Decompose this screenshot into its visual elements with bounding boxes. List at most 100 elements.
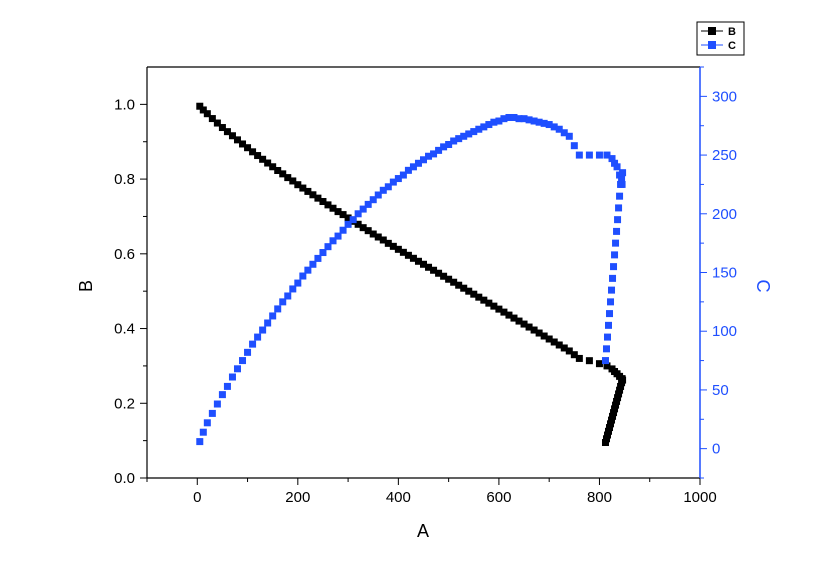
point-c <box>314 254 322 262</box>
point-c <box>614 216 622 224</box>
point-c <box>324 243 332 251</box>
left-y-tick-label: 0.8 <box>114 171 135 188</box>
point-b <box>603 431 611 439</box>
point-b <box>409 254 417 262</box>
point-c <box>223 382 231 390</box>
point-c <box>213 400 221 408</box>
x-tick-label: 800 <box>587 489 612 506</box>
point-b <box>309 191 317 199</box>
point-b <box>208 115 216 123</box>
point-b <box>430 266 438 274</box>
plot-frame <box>146 66 701 479</box>
point-c <box>389 178 397 186</box>
point-b <box>374 233 382 241</box>
point-c <box>228 373 236 381</box>
point-c <box>495 117 503 125</box>
point-b <box>613 397 621 405</box>
point-c <box>289 285 297 293</box>
point-c <box>606 310 614 318</box>
point-b <box>455 281 463 289</box>
point-b <box>274 166 282 174</box>
series-c <box>196 113 627 446</box>
point-b <box>294 181 302 189</box>
point-b <box>609 412 617 420</box>
point-c <box>601 357 609 365</box>
point-c <box>304 266 312 274</box>
point-b <box>379 236 387 244</box>
point-c <box>279 298 287 306</box>
series-layer <box>196 102 627 447</box>
point-c <box>470 128 478 136</box>
x-axis-ticks: 0 200 400 600 800 1000 <box>146 478 717 506</box>
point-c <box>354 210 362 218</box>
point-c <box>274 305 282 313</box>
point-b <box>490 302 498 310</box>
point-b <box>344 214 352 222</box>
point-c <box>560 129 568 137</box>
point-b <box>615 390 623 398</box>
point-b <box>249 148 257 156</box>
legend-c-marker <box>708 41 716 49</box>
point-c <box>602 345 610 353</box>
point-b <box>525 323 533 331</box>
legend: B C <box>696 21 745 56</box>
point-b <box>389 242 397 250</box>
left-y-tick-label: 0.6 <box>114 246 135 263</box>
point-b <box>540 332 548 340</box>
left-y-tick-label: 1.0 <box>114 96 135 113</box>
point-c <box>334 232 342 240</box>
point-c <box>233 365 241 373</box>
point-b <box>520 320 528 328</box>
point-c <box>613 227 621 235</box>
point-c <box>249 340 257 348</box>
left-y-axis-ticks: 0.0 0.2 0.4 0.6 0.8 1.0 <box>114 96 147 487</box>
point-b <box>605 427 613 435</box>
point-c <box>617 180 625 188</box>
point-b <box>440 272 448 280</box>
point-c <box>244 348 252 356</box>
point-b <box>239 140 247 148</box>
point-b <box>608 416 616 424</box>
point-c <box>309 260 317 268</box>
point-c <box>611 251 619 259</box>
point-b <box>602 435 610 443</box>
point-c <box>595 151 603 159</box>
point-b <box>359 224 367 232</box>
point-b <box>530 326 538 334</box>
point-c <box>515 115 523 123</box>
point-c <box>480 123 488 131</box>
left-y-tick-label: 0.4 <box>114 321 135 338</box>
point-c <box>384 183 392 191</box>
point-c <box>505 113 513 121</box>
point-c <box>525 116 533 124</box>
left-y-tick-label: 0.2 <box>114 395 135 412</box>
point-c <box>364 200 372 208</box>
point-b <box>585 357 593 365</box>
point-c <box>545 121 553 129</box>
point-b <box>545 335 553 343</box>
point-b <box>575 354 583 362</box>
point-b <box>606 424 614 432</box>
point-b <box>445 275 453 283</box>
point-b <box>505 311 513 319</box>
point-c <box>520 115 528 123</box>
point-b <box>420 260 427 268</box>
point-b <box>425 263 433 271</box>
point-c <box>254 333 262 341</box>
point-c <box>404 166 412 174</box>
point-b <box>394 245 402 253</box>
point-c <box>475 125 483 133</box>
point-b <box>299 184 307 192</box>
point-b <box>450 278 458 286</box>
point-b <box>616 386 624 394</box>
point-b <box>233 136 241 144</box>
point-b <box>570 351 578 359</box>
x-tick-label: 400 <box>386 489 411 506</box>
legend-b-marker <box>708 27 716 35</box>
point-c <box>445 141 453 149</box>
point-b <box>495 305 503 313</box>
point-b <box>617 382 625 390</box>
point-b <box>279 170 287 178</box>
point-c <box>611 159 619 167</box>
point-b <box>465 287 473 295</box>
